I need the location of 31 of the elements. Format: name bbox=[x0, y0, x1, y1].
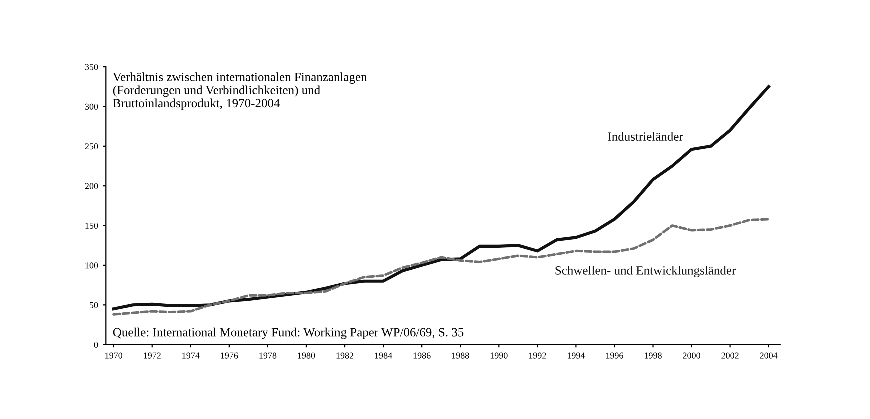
x-tick-label: 1978 bbox=[260, 352, 277, 359]
series-label: Schwellen- und Entwicklungsländer bbox=[556, 266, 736, 278]
x-tick-label: 1996 bbox=[606, 352, 624, 359]
x-tick-label: 2004 bbox=[760, 352, 778, 359]
x-tick-label: 1992 bbox=[529, 352, 546, 359]
y-tick-label: 300 bbox=[85, 104, 98, 110]
x-tick-label: 2000 bbox=[683, 352, 700, 359]
y-tick-label: 150 bbox=[86, 222, 98, 229]
annotation: Quelle: International Monetary Fund: Working Paper WP/06/69, S. 35 bbox=[113, 328, 464, 340]
y-tick-label: 100 bbox=[86, 262, 98, 269]
x-tick-label: 1970 bbox=[106, 352, 123, 359]
x-tick-label: 1986 bbox=[414, 352, 431, 359]
text: Verhältnis zwischen internationalen Finanzanlagen (Forderungen und Verbindlichkeiten) und Bruttoinlandsprodukt, 1970-2004 bbox=[113, 72, 368, 110]
y-tick-label: 0 bbox=[94, 342, 98, 348]
series-label: Industrieländer bbox=[608, 132, 684, 142]
x-tick-label: 1998 bbox=[645, 352, 662, 359]
y-tick-label: 250 bbox=[85, 144, 98, 150]
x-tick-label: 1988 bbox=[452, 352, 470, 359]
x-tick-label: 1976 bbox=[221, 352, 238, 359]
x-tick-label: 1972 bbox=[144, 352, 161, 359]
x-tick-label: 1984 bbox=[375, 352, 392, 359]
x-tick-label: 1990 bbox=[490, 352, 508, 359]
y-tick-label: 350 bbox=[85, 64, 98, 70]
line-series bbox=[112, 218, 770, 316]
x-tick-label: 1980 bbox=[298, 352, 316, 359]
x-tick-label: 1982 bbox=[336, 352, 354, 359]
x-tick-label: 1994 bbox=[568, 352, 586, 359]
y-tick-label: 200 bbox=[85, 183, 98, 190]
y-tick-label: 50 bbox=[90, 302, 98, 308]
x-tick-label: 2002 bbox=[722, 352, 739, 359]
x-tick-label: 1974 bbox=[182, 352, 200, 359]
